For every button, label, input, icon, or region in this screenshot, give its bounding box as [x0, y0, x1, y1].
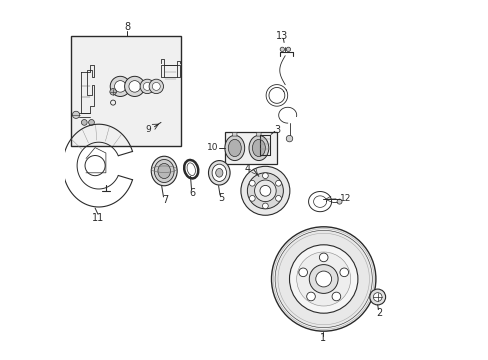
Ellipse shape [187, 163, 195, 176]
Ellipse shape [252, 139, 265, 157]
Circle shape [373, 293, 381, 301]
Circle shape [81, 120, 87, 125]
Ellipse shape [212, 164, 226, 181]
Text: 13: 13 [276, 31, 288, 41]
Circle shape [149, 79, 163, 94]
Circle shape [140, 79, 154, 94]
Circle shape [110, 76, 130, 96]
Circle shape [88, 120, 94, 125]
Circle shape [315, 271, 331, 287]
Circle shape [336, 199, 342, 204]
FancyBboxPatch shape [256, 132, 261, 136]
Ellipse shape [224, 135, 244, 161]
Text: 1: 1 [319, 333, 325, 343]
Circle shape [260, 185, 270, 196]
Circle shape [309, 265, 337, 293]
Circle shape [249, 180, 255, 186]
Circle shape [85, 156, 105, 176]
FancyBboxPatch shape [232, 132, 237, 136]
Circle shape [339, 268, 348, 276]
Text: 2: 2 [376, 308, 382, 318]
Text: 8: 8 [124, 22, 130, 32]
Circle shape [280, 47, 284, 51]
Ellipse shape [248, 135, 268, 161]
Circle shape [254, 180, 276, 202]
Circle shape [289, 245, 357, 313]
Circle shape [72, 111, 80, 118]
Circle shape [129, 81, 140, 92]
Bar [71, 36, 181, 146]
Circle shape [369, 289, 385, 305]
Ellipse shape [208, 161, 230, 185]
Ellipse shape [151, 156, 177, 186]
Text: 9: 9 [145, 125, 151, 134]
Circle shape [262, 203, 268, 209]
Circle shape [275, 230, 371, 328]
Circle shape [110, 89, 116, 95]
Text: 4: 4 [244, 164, 251, 174]
Text: 6: 6 [189, 188, 195, 198]
Circle shape [262, 173, 268, 179]
Circle shape [296, 252, 350, 306]
Circle shape [306, 292, 315, 301]
Ellipse shape [215, 168, 223, 177]
Circle shape [152, 82, 160, 90]
Circle shape [247, 173, 283, 209]
Circle shape [275, 195, 281, 201]
Text: 3: 3 [273, 125, 280, 135]
Circle shape [143, 82, 151, 90]
Circle shape [298, 268, 307, 276]
Circle shape [124, 76, 144, 96]
Circle shape [249, 195, 255, 201]
Circle shape [319, 253, 327, 262]
Text: 12: 12 [339, 194, 350, 203]
Text: 10: 10 [206, 144, 218, 153]
Text: 7: 7 [162, 195, 168, 205]
Circle shape [285, 135, 292, 142]
Circle shape [114, 81, 126, 92]
Ellipse shape [154, 159, 174, 183]
Ellipse shape [228, 139, 241, 157]
Circle shape [275, 180, 281, 186]
Text: 11: 11 [92, 213, 104, 223]
Circle shape [271, 227, 375, 331]
Ellipse shape [158, 163, 170, 179]
Text: 5: 5 [218, 193, 224, 203]
Bar [224, 132, 276, 164]
Circle shape [285, 47, 290, 51]
Circle shape [241, 166, 289, 215]
Circle shape [331, 292, 340, 301]
